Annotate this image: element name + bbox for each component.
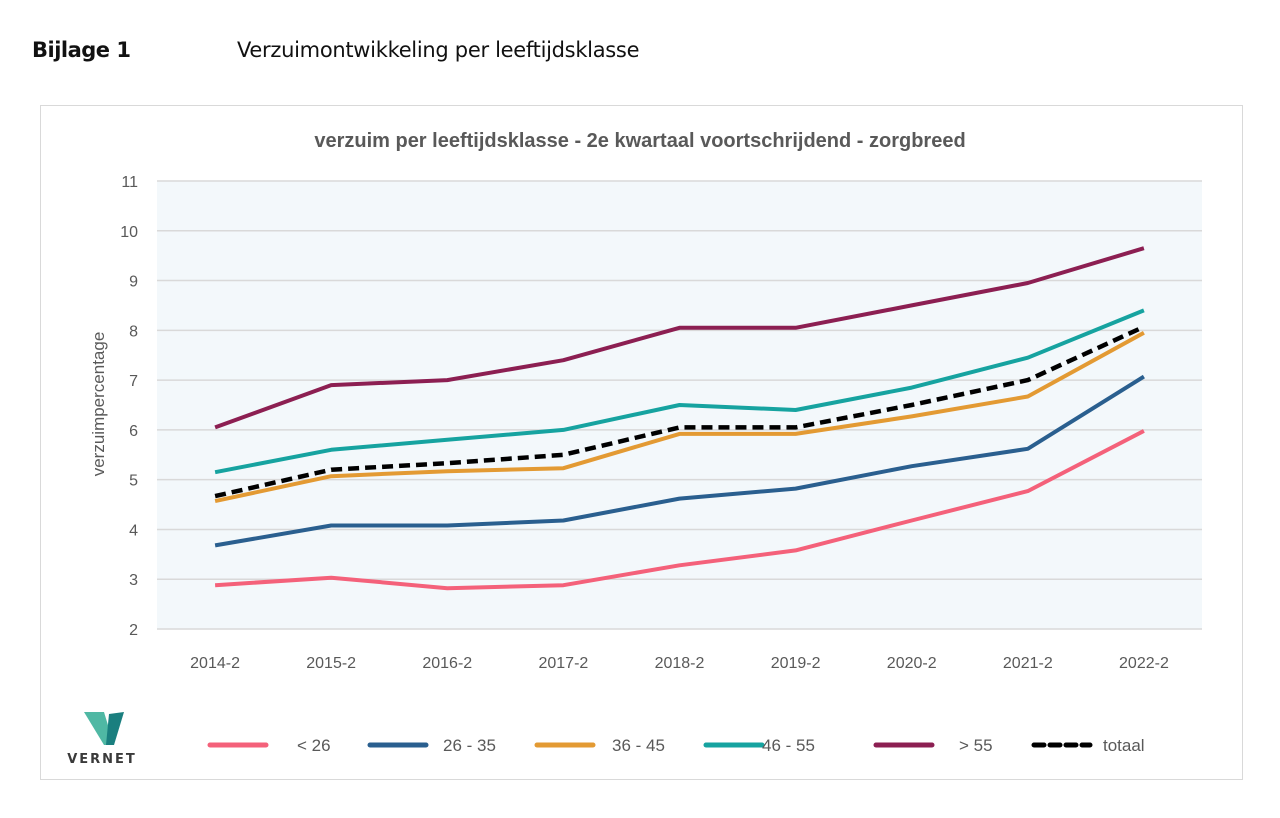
legend-label: > 55 — [959, 736, 993, 755]
legend-item: 46 - 55 — [703, 736, 815, 755]
x-tick-label: 2021-2 — [1003, 655, 1053, 672]
x-tick-label: 2017-2 — [538, 655, 588, 672]
legend-item: 36 - 45 — [534, 736, 665, 755]
series-lines — [214, 246, 1145, 591]
x-tick-label: 2022-2 — [1119, 655, 1169, 672]
legend-item: totaal — [1031, 736, 1145, 755]
series-line-0 — [214, 429, 1145, 591]
chart-title: verzuim per leeftijdsklasse - 2e kwartaa… — [314, 130, 965, 152]
legend-label: 46 - 55 — [762, 736, 815, 755]
logo-mark-left — [84, 712, 114, 745]
y-axis-label: verzuimpercentage — [89, 332, 108, 477]
document-header: Bijlage 1 Verzuimontwikkeling per leefti… — [32, 38, 640, 62]
series-line-2 — [214, 331, 1145, 504]
annex-label: Bijlage 1 — [32, 38, 131, 62]
x-tick-label: 2015-2 — [306, 655, 356, 672]
x-tick-label: 2020-2 — [887, 655, 937, 672]
y-tick-label: 6 — [129, 423, 138, 440]
y-tick-label: 5 — [129, 473, 138, 490]
series-line-1 — [214, 374, 1145, 548]
legend-item: > 55 — [873, 736, 993, 755]
series-line-5 — [214, 324, 1145, 499]
legend-item: < 26 — [207, 736, 331, 755]
legend-label: < 26 — [297, 736, 331, 755]
legend-label: 36 - 45 — [612, 736, 665, 755]
gridlines — [157, 180, 1202, 630]
y-axis-ticks: 2 3 4 5 6 7 8 9 10 11 — [120, 174, 138, 639]
x-tick-label: 2014-2 — [190, 655, 240, 672]
y-tick-label: 4 — [129, 522, 138, 539]
logo-mark-right — [106, 712, 124, 745]
legend-item: 26 - 35 — [367, 736, 496, 755]
legend-label: 26 - 35 — [443, 736, 496, 755]
x-tick-label: 2016-2 — [422, 655, 472, 672]
y-tick-label: 3 — [129, 572, 138, 589]
x-axis-ticks: 2014-2 2015-2 2016-2 2017-2 2018-2 2019-2 2020… — [190, 655, 1169, 672]
x-tick-label: 2019-2 — [771, 655, 821, 672]
series-line-4 — [214, 246, 1145, 430]
logo-text: VERNET — [67, 752, 137, 767]
vernet-logo: VERNET — [67, 712, 137, 767]
y-tick-label: 7 — [129, 373, 138, 390]
y-tick-label: 8 — [129, 323, 138, 340]
y-tick-label: 9 — [129, 274, 138, 291]
x-tick-label: 2018-2 — [655, 655, 705, 672]
annex-title: Verzuimontwikkeling per leeftijdsklasse — [237, 38, 640, 62]
y-tick-label: 10 — [120, 224, 138, 241]
y-tick-label: 11 — [121, 174, 138, 191]
legend-label: totaal — [1103, 736, 1145, 755]
y-tick-label: 2 — [129, 622, 138, 639]
legend: < 26 26 - 35 36 - 45 46 - 55 > 55 totaal — [207, 736, 1145, 755]
